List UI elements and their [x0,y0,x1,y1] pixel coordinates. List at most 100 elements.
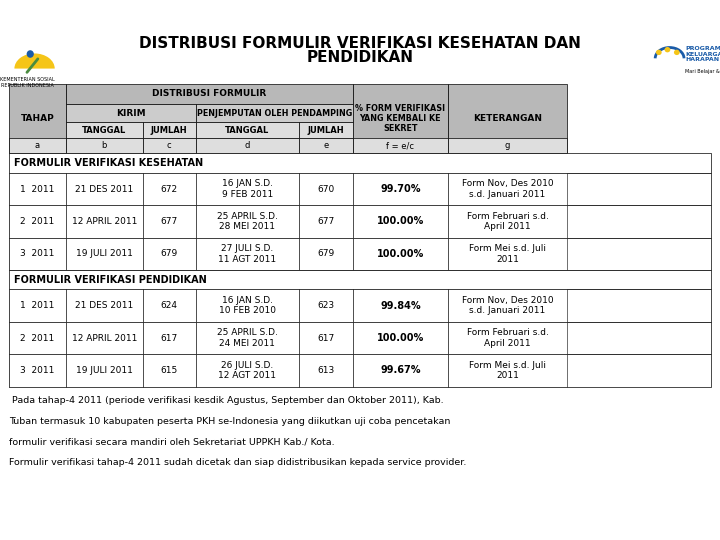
Bar [143,354,196,387]
Text: formulir verifikasi secara mandiri oleh Sekretariat UPPKH Kab./ Kota.: formulir verifikasi secara mandiri oleh … [9,437,334,447]
Text: TANGGAL: TANGGAL [82,126,127,134]
Text: Form Februari s.d.
April 2011: Form Februari s.d. April 2011 [467,328,549,348]
Bar [448,205,567,238]
FancyArrowPatch shape [27,59,38,72]
Text: 623: 623 [318,301,334,310]
Text: 613: 613 [318,366,334,375]
Bar [353,322,448,354]
Bar [66,205,143,238]
Text: 19 JULI 2011: 19 JULI 2011 [76,249,132,258]
Text: 1  2011: 1 2011 [20,185,55,193]
Bar [9,354,711,387]
Bar [143,122,196,138]
Bar [299,354,353,387]
Bar [448,354,567,387]
Bar [66,138,143,153]
Text: 1  2011: 1 2011 [20,301,55,310]
Text: 672: 672 [161,185,178,193]
Text: 99.67%: 99.67% [380,366,420,375]
Text: 16 JAN S.D.
9 FEB 2011: 16 JAN S.D. 9 FEB 2011 [222,179,273,199]
Text: 25 APRIL S.D.
28 MEI 2011: 25 APRIL S.D. 28 MEI 2011 [217,212,278,231]
Text: 100.00%: 100.00% [377,249,424,259]
Text: 19 JULI 2011: 19 JULI 2011 [76,366,132,375]
Text: Form Nov, Des 2010
s.d. Januari 2011: Form Nov, Des 2010 s.d. Januari 2011 [462,179,554,199]
Text: 26 JULI S.D.
12 AGT 2011: 26 JULI S.D. 12 AGT 2011 [218,361,276,380]
Text: e: e [323,141,328,150]
Text: 3  2011: 3 2011 [20,366,55,375]
Bar [299,289,353,322]
Text: 679: 679 [161,249,178,258]
Text: c: c [167,141,171,150]
Text: PENDIDIKAN: PENDIDIKAN [307,50,413,65]
Text: Tuban termasuk 10 kabupaten peserta PKH se-Indonesia yang diikutkan uji coba pen: Tuban termasuk 10 kabupaten peserta PKH … [9,417,450,426]
Bar [196,238,299,270]
Ellipse shape [656,50,662,55]
Text: 2  2011: 2 2011 [20,217,55,226]
Bar [353,289,448,322]
Bar [9,322,66,354]
Bar [353,138,448,153]
Bar [9,205,711,238]
Bar [448,173,567,205]
Text: PENJEMPUTAN OLEH PENDAMPING: PENJEMPUTAN OLEH PENDAMPING [197,109,352,118]
Bar [66,84,353,104]
Wedge shape [14,53,55,69]
Bar [66,289,143,322]
Text: TAHAP: TAHAP [21,114,54,123]
Bar [196,138,299,153]
Bar [353,84,448,153]
Bar [9,205,66,238]
Bar [9,173,711,205]
Text: a: a [35,141,40,150]
Bar [9,238,66,270]
Text: % FORM VERIFIKASI
YANG KEMBALI KE
SEKRET: % FORM VERIFIKASI YANG KEMBALI KE SEKRET [355,104,446,133]
Ellipse shape [674,50,680,55]
Text: KEMENTERIAN SOSIAL
REPUBLIK INDONESIA: KEMENTERIAN SOSIAL REPUBLIK INDONESIA [0,77,55,88]
Bar [143,238,196,270]
Text: 677: 677 [161,217,178,226]
Bar [448,138,567,153]
Text: 617: 617 [318,334,334,342]
Text: JUMLAH: JUMLAH [151,126,187,134]
Bar [196,122,299,138]
Text: f = e/c: f = e/c [387,141,414,150]
Text: Form Nov, Des 2010
s.d. Januari 2011: Form Nov, Des 2010 s.d. Januari 2011 [462,296,554,315]
Bar [299,205,353,238]
Text: 624: 624 [161,301,178,310]
Bar [9,322,711,354]
Bar [9,354,66,387]
Text: PROGRAM
KELUARGA
HARAPAN: PROGRAM KELUARGA HARAPAN [685,46,720,62]
Text: 100.00%: 100.00% [377,333,424,343]
Bar [299,173,353,205]
Bar [66,238,143,270]
Bar [66,173,143,205]
Text: FORMULIR VERIFIKASI KESEHATAN: FORMULIR VERIFIKASI KESEHATAN [14,158,204,168]
Text: JUMLAH: JUMLAH [307,126,344,134]
Text: 21 DES 2011: 21 DES 2011 [76,301,133,310]
Bar [9,289,66,322]
Text: 3  2011: 3 2011 [20,249,55,258]
Bar [448,84,567,153]
Bar [299,238,353,270]
Text: 12 APRIL 2011: 12 APRIL 2011 [72,334,137,342]
Text: 27 JULI S.D.
11 AGT 2011: 27 JULI S.D. 11 AGT 2011 [218,244,276,264]
Text: 21 DES 2011: 21 DES 2011 [76,185,133,193]
Text: 670: 670 [318,185,334,193]
Bar [196,205,299,238]
Ellipse shape [665,47,670,52]
Bar [66,122,143,138]
Text: Form Mei s.d. Juli
2011: Form Mei s.d. Juli 2011 [469,244,546,264]
Bar [196,173,299,205]
Text: Mari Belajar & Bekerja: Mari Belajar & Bekerja [685,69,720,75]
Bar [9,138,66,153]
Bar [143,322,196,354]
Bar [196,322,299,354]
Bar [9,289,711,322]
Text: 679: 679 [318,249,334,258]
Bar [66,354,143,387]
Bar [143,173,196,205]
Text: DISTRIBUSI FORMULIR VERIFIKASI KESEHATAN DAN: DISTRIBUSI FORMULIR VERIFIKASI KESEHATAN… [139,36,581,51]
Text: TANGGAL: TANGGAL [225,126,269,134]
Bar [9,84,66,153]
Bar [196,289,299,322]
